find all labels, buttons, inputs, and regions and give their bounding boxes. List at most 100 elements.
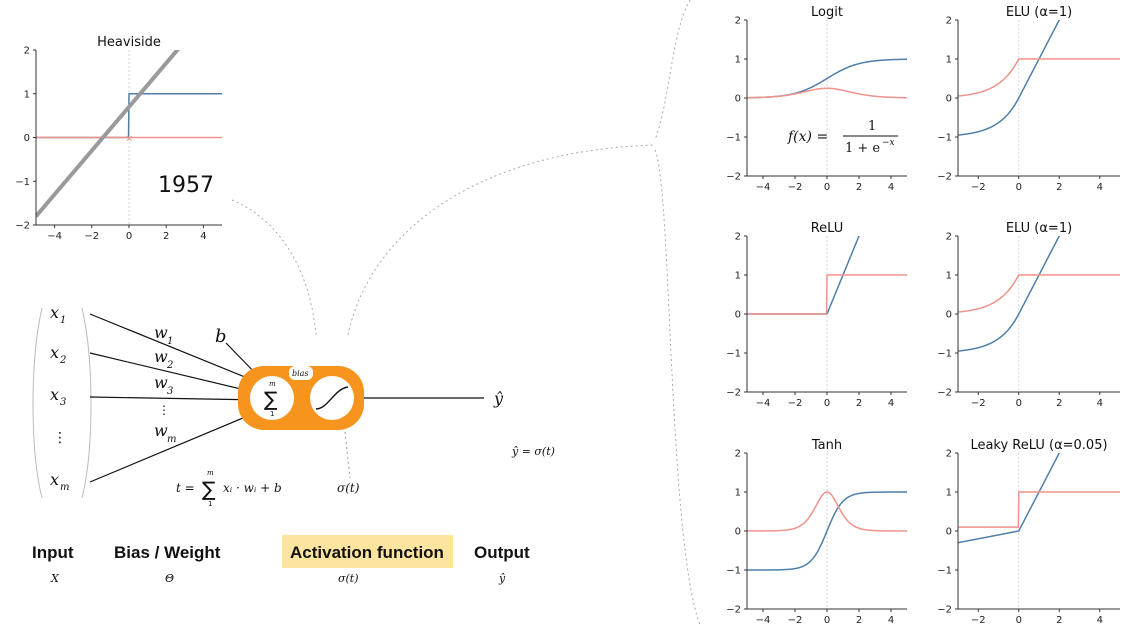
weight-line-2 <box>89 352 263 395</box>
sigma-pointer <box>344 431 351 479</box>
x-tick-label: 2 <box>856 398 862 409</box>
heaviside-year: 1957 <box>158 173 214 198</box>
y-tick-label: −1 <box>726 349 741 360</box>
y-tick-label: 2 <box>735 449 741 460</box>
footer-input-label: Input <box>32 543 74 562</box>
series-line-tanh <box>747 491 907 571</box>
x-tick-label: −4 <box>756 615 771 626</box>
y-tick-label: 0 <box>735 94 741 105</box>
footer-bias-symbol: Θ <box>165 572 174 585</box>
output-formula: ŷ = σ(t) <box>511 445 555 458</box>
chart-title: ELU (α=1) <box>1006 221 1072 236</box>
x-tick-label: −2 <box>971 398 986 409</box>
activation-highlight <box>282 535 453 568</box>
x-tick-label: 2 <box>163 231 169 242</box>
y-tick-label: −1 <box>937 133 952 144</box>
footer-activation-symbol: σ(t) <box>338 572 359 585</box>
y-tick-label: −1 <box>15 177 30 188</box>
chart-elu-top: −2 −1 0 1 2 −2 0 2 4 ELU (α=1) <box>937 5 1120 193</box>
series-group <box>958 453 1120 544</box>
series-line-heaviside <box>36 93 222 139</box>
logit-formula-denominator: 1 + e <box>845 141 880 156</box>
y-tick-label: −1 <box>726 133 741 144</box>
x-tick-label: −2 <box>788 615 803 626</box>
chart-title: Tanh <box>811 438 842 453</box>
weight-w2: w <box>154 347 168 366</box>
x-tick-label: 0 <box>824 182 830 193</box>
bracket-top <box>654 0 691 141</box>
footer-output-symbol: ŷ <box>498 572 506 585</box>
y-tick-label: 2 <box>946 16 952 27</box>
x-tick-label: 4 <box>1097 615 1103 626</box>
y-tick-label: −1 <box>937 349 952 360</box>
sum-lower: 1 <box>270 410 274 418</box>
weight-lines <box>89 313 484 483</box>
input-bracket-left <box>32 307 43 499</box>
origin-marker: × <box>125 134 133 145</box>
input-xm: x <box>50 470 59 489</box>
y-tick-label: −2 <box>15 221 30 232</box>
x-tick-label: −2 <box>971 182 986 193</box>
series-group <box>747 58 907 99</box>
sum-node <box>250 376 294 420</box>
bracket-bottom <box>654 149 701 626</box>
series-line-sigmoid_deriv <box>747 87 907 99</box>
sigma-label: σ(t) <box>337 481 360 495</box>
series-group <box>958 236 1120 352</box>
y-tick-label: −2 <box>937 388 952 399</box>
y-tick-label: 1 <box>24 89 30 100</box>
footer-output-label: Output <box>474 543 530 562</box>
t-formula: t = ∑ m 1 xᵢ · wᵢ + b <box>176 469 282 508</box>
y-tick-label: −2 <box>726 605 741 616</box>
footer-bias-label: Bias / Weight <box>114 543 221 562</box>
y-tick-label: −2 <box>726 388 741 399</box>
x-tick-label: 0 <box>824 615 830 626</box>
series-group <box>747 491 907 571</box>
connector-heaviside <box>231 199 317 336</box>
y-tick-label: −2 <box>937 605 952 616</box>
logit-formula-lhs: f(x) = <box>787 129 828 145</box>
x-tick-label: −2 <box>788 182 803 193</box>
logit-formula: f(x) = 1 1 + e −x <box>787 119 898 156</box>
y-tick-label: 0 <box>946 94 952 105</box>
y-tick-label: 0 <box>735 310 741 321</box>
x-tick-label: 0 <box>1016 182 1022 193</box>
input-x2: x <box>50 343 59 362</box>
y-tick-label: 0 <box>946 527 952 538</box>
y-tick-label: 1 <box>946 488 952 499</box>
bias-b: b <box>215 326 227 347</box>
y-tick-label: 1 <box>946 271 952 282</box>
series-line-elu <box>958 20 1061 136</box>
neuron: ∑ m 1 bias <box>238 366 364 430</box>
bias-badge-label: bias <box>292 369 309 378</box>
y-tick-label: 0 <box>946 310 952 321</box>
chart-relu: −2 −1 0 1 2 −4 −2 0 2 4 ReLU <box>726 221 907 409</box>
input-x1-sub: 1 <box>60 315 66 326</box>
series-line-relu_deriv <box>747 274 907 315</box>
footer-activation-label: Activation function <box>290 543 444 562</box>
t-formula-left: t = <box>176 481 195 495</box>
series-line-elu_deriv <box>958 58 1120 97</box>
chart-heaviside: × −2 −1 0 1 2 −4 −2 0 2 4 Heaviside <box>15 35 222 242</box>
sum-icon: ∑ <box>264 387 278 411</box>
y-tick-label: 0 <box>24 133 30 144</box>
y-tick-label: −2 <box>726 172 741 183</box>
x-tick-label: 0 <box>824 398 830 409</box>
input-x3-sub: 3 <box>60 397 66 408</box>
y-tick-label: −1 <box>937 566 952 577</box>
y-tick-label: 2 <box>735 16 741 27</box>
series-line-leaky_deriv <box>958 491 1120 528</box>
chart-title: ReLU <box>811 221 844 236</box>
weight-w3: w <box>154 373 168 392</box>
series-group <box>747 236 907 315</box>
bias-badge <box>289 366 313 380</box>
weight-wm-sub: m <box>167 434 176 445</box>
x-tick-label: −2 <box>84 231 99 242</box>
input-x2-sub: 2 <box>59 355 66 366</box>
chart-title: ELU (α=1) <box>1006 5 1072 20</box>
sum-upper: m <box>269 380 276 388</box>
weight-dots: ⋮ <box>158 403 170 417</box>
y-tick-label: −2 <box>937 172 952 183</box>
y-tick-label: 1 <box>735 55 741 66</box>
